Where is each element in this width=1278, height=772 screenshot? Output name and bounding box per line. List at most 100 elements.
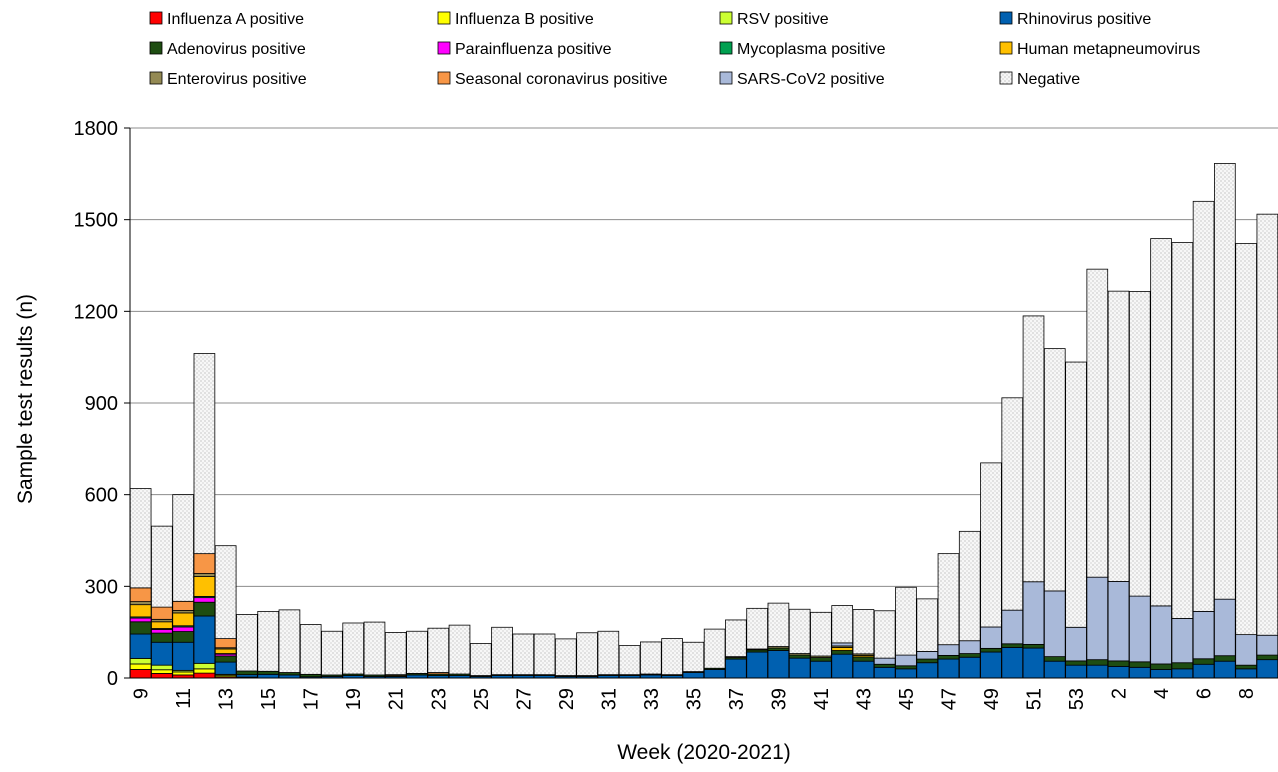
bar-segment: [895, 654, 917, 667]
bar-segment: [1171, 662, 1194, 670]
bar-segment: [852, 609, 875, 655]
legend-item: Negative: [999, 71, 1080, 88]
bar-segment: [831, 653, 854, 679]
bar-segment: [406, 630, 428, 674]
legend-swatch: [999, 41, 1013, 55]
bar-segment: [321, 630, 343, 676]
bar-segment: [172, 671, 194, 676]
bar-segment: [151, 621, 173, 629]
bar-stack: [661, 638, 683, 679]
bar-segment: [1107, 660, 1130, 667]
bar-segment: [193, 672, 216, 679]
bar-stack: [533, 633, 556, 679]
bar-segment: [129, 669, 152, 679]
bar-stack: [342, 622, 365, 679]
bar-segment: [788, 657, 811, 679]
bar-segment: [937, 658, 960, 679]
bar-segment: [895, 668, 917, 679]
bar-segment: [363, 621, 386, 676]
bar-segment: [576, 632, 598, 676]
bar-segment: [193, 662, 216, 670]
x-tick-label: 51: [1024, 688, 1046, 710]
bar-segment: [1150, 669, 1172, 679]
x-tick-label: 8: [1236, 688, 1258, 699]
bar-stack: [767, 602, 790, 679]
bar-stack: [193, 353, 216, 679]
bar-segment: [788, 654, 811, 659]
y-tick-label: 300: [85, 576, 118, 598]
legend-swatch: [437, 11, 451, 25]
bar-segment: [1235, 243, 1257, 636]
bars: [129, 163, 1278, 679]
bar-stack: [151, 525, 173, 679]
bar-stack: [469, 643, 492, 679]
bar-segment: [151, 669, 173, 674]
legend-label: Enterovirus positive: [167, 71, 307, 88]
bar-segment: [1043, 656, 1066, 662]
bar-segment: [873, 657, 896, 665]
bar-segment: [214, 655, 237, 663]
bar-stack: [257, 610, 280, 679]
bar-segment: [873, 663, 896, 668]
bar-segment: [1001, 397, 1024, 611]
bar-segment: [384, 632, 407, 676]
bar-segment: [172, 626, 194, 632]
bar-segment: [278, 609, 301, 673]
bar-segment: [193, 576, 216, 597]
bar-segment: [1086, 576, 1109, 661]
x-tick-labels: 9 11 13 15 17 19 21 23 25 27 29 31 33 35 37 39 41 43 45 47 4…: [131, 688, 1258, 710]
bar-segment: [129, 587, 152, 603]
bar-segment: [214, 661, 237, 675]
bar-segment: [129, 663, 152, 670]
x-tick-label: 27: [513, 688, 535, 710]
x-tick-label: 17: [301, 688, 323, 710]
bar-segment: [1214, 598, 1236, 657]
bar-segment: [257, 673, 280, 679]
bar-segment: [1128, 291, 1151, 597]
bar-segment: [151, 641, 173, 666]
bar-segment: [193, 668, 216, 674]
legend-label: Parainfluenza positive: [455, 41, 612, 58]
legend-swatch: [437, 41, 451, 55]
x-tick-label: 37: [726, 688, 748, 710]
bar-segment: [852, 656, 875, 662]
bar-stack: [788, 608, 811, 679]
legend-item: Parainfluenza positive: [437, 41, 612, 58]
bar-segment: [1256, 654, 1278, 661]
bar-segment: [703, 669, 726, 679]
bar-segment: [257, 670, 280, 675]
legend-item: Influenza B positive: [437, 11, 594, 28]
bar-segment: [1107, 581, 1130, 662]
bar-segment: [1171, 668, 1194, 679]
bar-segment: [852, 660, 875, 679]
bar-segment: [1256, 213, 1278, 636]
bar-stack: [1192, 200, 1215, 679]
bar-segment: [214, 638, 237, 649]
bar-segment: [129, 658, 152, 665]
y-tick-label: 900: [85, 393, 118, 415]
bar-segment: [1128, 666, 1151, 679]
legend-item: Enterovirus positive: [149, 71, 307, 88]
bar-segment: [193, 573, 216, 577]
bar-segment: [491, 626, 513, 676]
bar-stack: [916, 598, 939, 679]
bar-segment: [873, 610, 896, 659]
legend-label: Influenza B positive: [455, 11, 594, 28]
bar-segment: [810, 660, 832, 679]
bar-segment: [1214, 655, 1236, 662]
bar-segment: [1256, 634, 1278, 656]
bar-stack: [1150, 238, 1172, 679]
bar-segment: [1043, 660, 1066, 679]
x-tick-label: 19: [343, 688, 365, 710]
legend-item: Seasonal coronavirus positive: [437, 71, 668, 88]
x-tick-label: 11: [173, 688, 195, 709]
bar-segment: [1235, 668, 1257, 679]
bar-stack: [1086, 268, 1109, 679]
legend-swatch: [719, 41, 733, 55]
bar-segment: [193, 615, 216, 664]
bar-segment: [172, 494, 194, 602]
bar-segment: [682, 641, 705, 672]
bar-segment: [1043, 348, 1066, 592]
bar-segment: [172, 631, 194, 643]
x-tick-label: 15: [258, 688, 280, 710]
